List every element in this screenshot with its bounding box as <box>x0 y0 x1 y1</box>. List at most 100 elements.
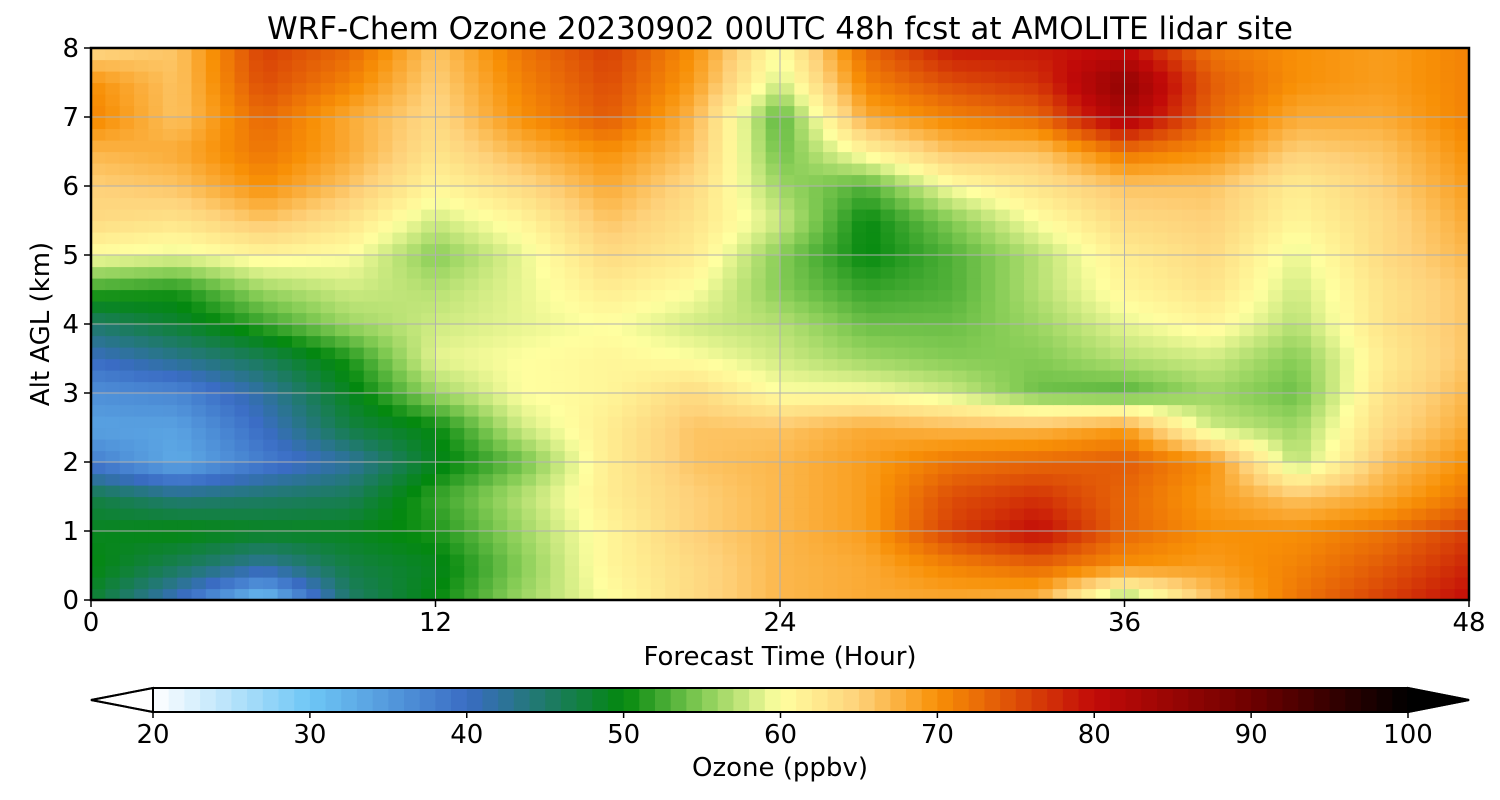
heatmap-cell <box>449 565 465 578</box>
heatmap-cell <box>593 128 609 141</box>
heatmap-cell <box>823 324 839 337</box>
heatmap-cell <box>277 508 293 521</box>
heatmap-cell <box>636 186 652 199</box>
heatmap-cell <box>952 358 968 371</box>
heatmap-cell <box>335 473 350 486</box>
heatmap-cell <box>349 94 365 107</box>
heatmap-cell <box>1454 519 1469 532</box>
heatmap-cell <box>780 554 795 567</box>
heatmap-cell <box>1440 278 1456 291</box>
heatmap-cell <box>1268 565 1283 578</box>
heatmap-cell <box>421 94 437 107</box>
heatmap-cell <box>607 508 623 521</box>
heatmap-cell <box>1095 473 1111 486</box>
heatmap-cell <box>335 358 350 371</box>
heatmap-cell <box>708 439 724 452</box>
heatmap-cell <box>837 519 853 532</box>
heatmap-cell <box>378 416 394 429</box>
colorbar-segment <box>1000 688 1017 712</box>
heatmap-cell <box>248 243 264 256</box>
heatmap-cell <box>765 496 781 509</box>
heatmap-cell <box>248 289 264 302</box>
heatmap-cell <box>507 335 523 348</box>
heatmap-cell <box>478 577 494 590</box>
heatmap-cell <box>1440 209 1456 222</box>
heatmap-cell <box>579 358 594 371</box>
heatmap-cell <box>1440 186 1456 199</box>
heatmap-cell <box>1382 554 1398 567</box>
heatmap-cell <box>1311 358 1327 371</box>
heatmap-cell <box>291 128 307 141</box>
heatmap-cell <box>1153 496 1169 509</box>
heatmap-cell <box>1368 542 1384 555</box>
heatmap-cell <box>880 485 896 498</box>
heatmap-cell <box>966 473 982 486</box>
heatmap-cell <box>564 588 580 600</box>
heatmap-cell <box>708 289 724 302</box>
heatmap-cell <box>1311 220 1327 233</box>
heatmap-cell <box>1153 485 1169 498</box>
heatmap-cell <box>1181 94 1197 107</box>
heatmap-cell <box>693 266 709 279</box>
heatmap-cell <box>263 117 279 130</box>
heatmap-cell <box>622 393 638 406</box>
heatmap-cell <box>1009 59 1025 72</box>
heatmap-cell <box>1181 416 1197 429</box>
heatmap-cell <box>478 312 494 325</box>
heatmap-cell <box>105 370 121 383</box>
heatmap-cell <box>751 151 767 164</box>
heatmap-cell <box>363 577 379 590</box>
heatmap-cell <box>780 519 795 532</box>
heatmap-cell <box>435 324 451 337</box>
heatmap-cell <box>191 554 207 567</box>
heatmap-cell <box>191 128 207 141</box>
heatmap-cell <box>837 59 853 72</box>
heatmap-cell <box>335 542 350 555</box>
heatmap-cell <box>665 462 681 475</box>
heatmap-cell <box>234 370 250 383</box>
heatmap-cell <box>449 186 465 199</box>
heatmap-cell <box>693 485 709 498</box>
heatmap-cell <box>148 370 164 383</box>
heatmap-cell <box>665 531 681 544</box>
heatmap-cell <box>220 289 236 302</box>
heatmap-cell <box>579 278 594 291</box>
heatmap-cell <box>1110 140 1126 153</box>
heatmap-cell <box>421 312 437 325</box>
heatmap-cell <box>1253 381 1269 394</box>
heatmap-cell <box>1009 416 1025 429</box>
heatmap-cell <box>593 243 609 256</box>
heatmap-cell <box>435 117 451 130</box>
heatmap-cell <box>521 220 537 233</box>
heatmap-cell <box>1454 531 1469 544</box>
heatmap-cell <box>1009 48 1025 61</box>
heatmap-cell <box>665 197 681 210</box>
heatmap-cell <box>162 105 178 118</box>
heatmap-cell <box>579 255 594 268</box>
heatmap-cell <box>1282 209 1298 222</box>
heatmap-cell <box>1038 105 1054 118</box>
heatmap-cell <box>564 128 580 141</box>
heatmap-cell <box>478 450 494 463</box>
heatmap-cell <box>995 117 1011 130</box>
heatmap-cell <box>1038 312 1054 325</box>
heatmap-cell <box>808 324 824 337</box>
heatmap-cell <box>521 450 537 463</box>
heatmap-cell <box>808 485 824 498</box>
heatmap-cell <box>435 301 451 314</box>
heatmap-cell <box>263 266 279 279</box>
heatmap-cell <box>306 151 322 164</box>
heatmap-cell <box>1440 370 1456 383</box>
heatmap-cell <box>808 163 824 176</box>
heatmap-cell <box>880 588 896 600</box>
heatmap-cell <box>162 163 178 176</box>
heatmap-cell <box>794 59 810 72</box>
heatmap-cell <box>248 128 264 141</box>
heatmap-cell <box>607 71 623 84</box>
heatmap-cell <box>1052 519 1068 532</box>
heatmap-cell <box>134 197 150 210</box>
heatmap-cell <box>937 117 953 130</box>
heatmap-cell <box>177 94 193 107</box>
heatmap-cell <box>521 163 537 176</box>
heatmap-cell <box>937 531 953 544</box>
